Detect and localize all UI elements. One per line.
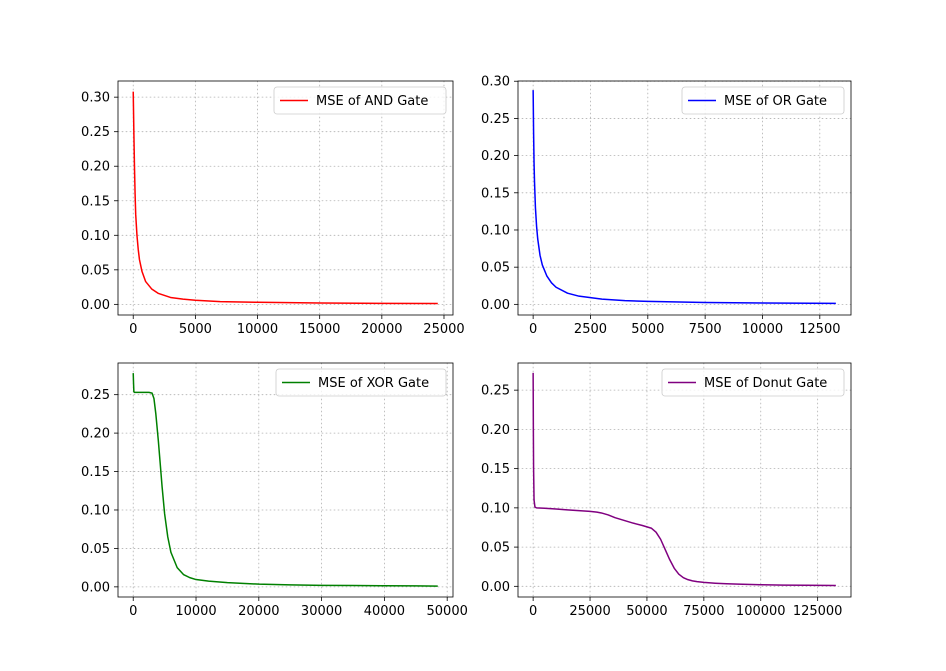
x-tick-label: 0	[129, 322, 137, 337]
x-tick-label: 50000	[626, 604, 667, 619]
legend-box	[661, 368, 845, 397]
y-tick-label: 0.10	[81, 503, 110, 518]
x-axis: 0 2500 5000 7500 10000 12500	[529, 315, 840, 337]
x-tick-label: 10000	[175, 604, 216, 619]
series-line	[532, 372, 836, 587]
series-line	[132, 373, 438, 587]
x-tick-label: 75000	[683, 604, 724, 619]
grid	[117, 362, 454, 598]
legend-label: MSE of Donut Gate	[704, 376, 827, 391]
legend: MSE of Donut Gate	[661, 368, 845, 397]
series-line	[532, 90, 836, 305]
x-tick-label: 0	[529, 322, 537, 337]
series-line	[132, 91, 438, 305]
legend-box	[275, 368, 447, 397]
y-tick-label: 0.00	[81, 580, 110, 595]
x-tick-label: 5000	[179, 322, 212, 337]
axes-frame	[117, 80, 454, 316]
y-tick-label: 0.15	[81, 194, 110, 209]
x-tick-label: 5000	[631, 322, 664, 337]
x-tick-label: 30000	[301, 604, 342, 619]
y-tick-label: 0.20	[81, 427, 110, 442]
x-tick-label: 20000	[361, 322, 402, 337]
y-axis: 0.00 0.05 0.10 0.15 0.20 0.25	[481, 384, 518, 595]
y-axis: 0.00 0.05 0.10 0.15 0.20 0.25 0.30	[481, 75, 518, 313]
legend-box	[273, 86, 447, 115]
x-tick-label: 20000	[238, 604, 279, 619]
y-tick-label: 0.10	[481, 223, 510, 238]
y-tick-label: 0.25	[481, 112, 510, 127]
y-tick-label: 0.25	[81, 388, 110, 403]
y-tick-label: 0.30	[81, 91, 110, 106]
x-tick-label: 10000	[742, 322, 783, 337]
x-tick-label: 7500	[689, 322, 722, 337]
x-tick-label: 0	[129, 604, 137, 619]
y-tick-label: 0.05	[81, 263, 110, 278]
legend: MSE of AND Gate	[273, 86, 447, 115]
y-tick-label: 0.15	[481, 462, 510, 477]
y-tick-label: 0.05	[81, 542, 110, 557]
x-tick-label: 10000	[237, 322, 278, 337]
subplot-3: 0 10000 20000 30000 40000 500000.000.050.100.…	[81, 362, 468, 619]
x-tick-label: 15000	[299, 322, 340, 337]
x-tick-label: 25000	[423, 322, 464, 337]
legend-label: MSE of OR Gate	[724, 94, 827, 109]
legend: MSE of OR Gate	[681, 86, 845, 115]
grid	[517, 80, 852, 316]
subplot-1: 0 5000 10000 15000 20000 25000 0.00 0.05 0.10 0.1…	[81, 80, 465, 337]
x-tick-label: 50000	[427, 604, 468, 619]
y-tick-label: 0.20	[81, 160, 110, 175]
y-tick-label: 0.00	[481, 298, 510, 313]
legend-label: MSE of AND Gate	[316, 94, 428, 109]
y-tick-label: 0.10	[481, 501, 510, 516]
y-tick-label: 0.25	[81, 125, 110, 140]
legend-box	[681, 86, 845, 115]
y-tick-label: 0.25	[481, 384, 510, 399]
x-tick-label: 100000	[736, 604, 786, 619]
x-axis: 0 25000 50000 75000 100000 125000	[529, 597, 842, 619]
y-tick-label: 0.20	[481, 149, 510, 164]
y-tick-label: 0.00	[481, 580, 510, 595]
legend-label: MSE of XOR Gate	[318, 376, 429, 391]
x-tick-label: 40000	[364, 604, 405, 619]
subplot-2: 0 2500 5000 7500 10000 125000.000.050.100.150…	[481, 75, 852, 337]
x-axis: 0 5000 10000 15000 20000 25000	[129, 315, 465, 337]
subplots: 0 5000 10000 15000 20000 250000.000.050.100.1…	[81, 75, 852, 619]
x-tick-label: 125000	[793, 604, 843, 619]
y-tick-label: 0.15	[481, 186, 510, 201]
y-axis: 0.00 0.05 0.10 0.15 0.20 0.25 0.30	[81, 91, 118, 313]
axes-frame	[517, 80, 852, 316]
subplot-4: 0 25000 50000 75000 100000 125000 0.00 0.05 0.10…	[481, 362, 852, 619]
grid	[117, 80, 454, 316]
y-tick-label: 0.05	[481, 261, 510, 276]
x-tick-label: 12500	[799, 322, 840, 337]
axes-frame	[517, 362, 852, 598]
legend: MSE of XOR Gate	[275, 368, 447, 397]
y-tick-label: 0.30	[481, 75, 510, 90]
x-tick-label: 25000	[569, 604, 610, 619]
axes-frame	[117, 362, 454, 598]
y-tick-label: 0.15	[81, 465, 110, 480]
y-tick-label: 0.10	[81, 229, 110, 244]
x-axis: 0 10000 20000 30000 40000 50000	[129, 597, 468, 619]
x-tick-label: 2500	[574, 322, 607, 337]
y-tick-label: 0.05	[481, 541, 510, 556]
x-tick-label: 0	[529, 604, 537, 619]
y-axis: 0.00 0.05 0.10 0.15 0.20 0.25	[81, 388, 118, 595]
y-tick-label: 0.00	[81, 298, 110, 313]
y-tick-label: 0.20	[481, 423, 510, 438]
